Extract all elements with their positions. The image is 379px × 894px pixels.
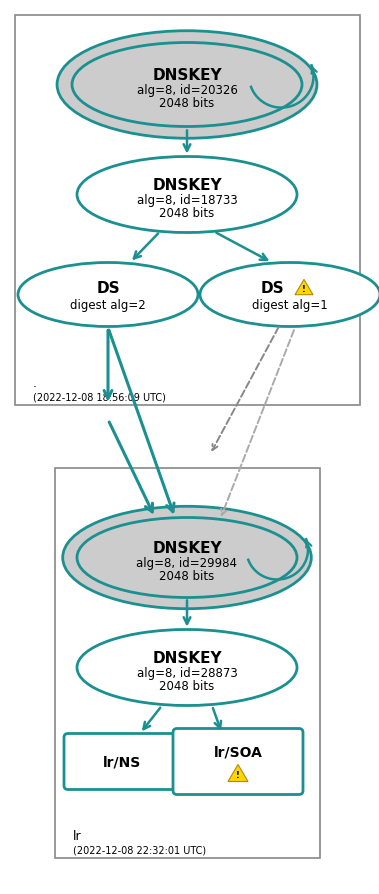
Text: 2048 bits: 2048 bits	[160, 569, 215, 582]
Ellipse shape	[77, 518, 297, 598]
Text: 2048 bits: 2048 bits	[160, 679, 215, 692]
Text: 2048 bits: 2048 bits	[160, 207, 215, 220]
Ellipse shape	[63, 507, 311, 609]
Text: DS: DS	[260, 281, 284, 296]
Text: DNSKEY: DNSKEY	[152, 178, 222, 193]
Polygon shape	[295, 280, 313, 295]
Text: !: !	[236, 771, 240, 780]
Text: (2022-12-08 18:56:09 UTC): (2022-12-08 18:56:09 UTC)	[33, 392, 166, 402]
Polygon shape	[228, 764, 248, 781]
Ellipse shape	[200, 263, 379, 327]
Text: alg=8, id=18733: alg=8, id=18733	[136, 194, 237, 207]
Text: lr: lr	[73, 829, 81, 842]
Text: digest alg=1: digest alg=1	[252, 299, 328, 312]
Ellipse shape	[57, 31, 317, 139]
Text: DS: DS	[96, 281, 120, 296]
Ellipse shape	[77, 629, 297, 705]
Text: digest alg=2: digest alg=2	[70, 299, 146, 312]
Ellipse shape	[72, 44, 302, 127]
Text: !: !	[302, 285, 306, 294]
Ellipse shape	[77, 157, 297, 233]
Text: DNSKEY: DNSKEY	[152, 540, 222, 555]
FancyBboxPatch shape	[15, 15, 360, 405]
Text: DNSKEY: DNSKEY	[152, 68, 222, 83]
Text: 2048 bits: 2048 bits	[160, 97, 215, 110]
Text: (2022-12-08 22:32:01 UTC): (2022-12-08 22:32:01 UTC)	[73, 845, 206, 855]
Ellipse shape	[18, 263, 198, 327]
Text: alg=8, id=20326: alg=8, id=20326	[136, 84, 237, 97]
FancyBboxPatch shape	[55, 468, 320, 857]
FancyBboxPatch shape	[64, 734, 180, 789]
Text: lr/SOA: lr/SOA	[213, 745, 262, 759]
Text: lr/NS: lr/NS	[103, 755, 141, 769]
Text: alg=8, id=29984: alg=8, id=29984	[136, 556, 238, 569]
Text: alg=8, id=28873: alg=8, id=28873	[136, 666, 237, 679]
Text: .: .	[33, 376, 37, 390]
Text: DNSKEY: DNSKEY	[152, 650, 222, 665]
FancyBboxPatch shape	[173, 729, 303, 795]
